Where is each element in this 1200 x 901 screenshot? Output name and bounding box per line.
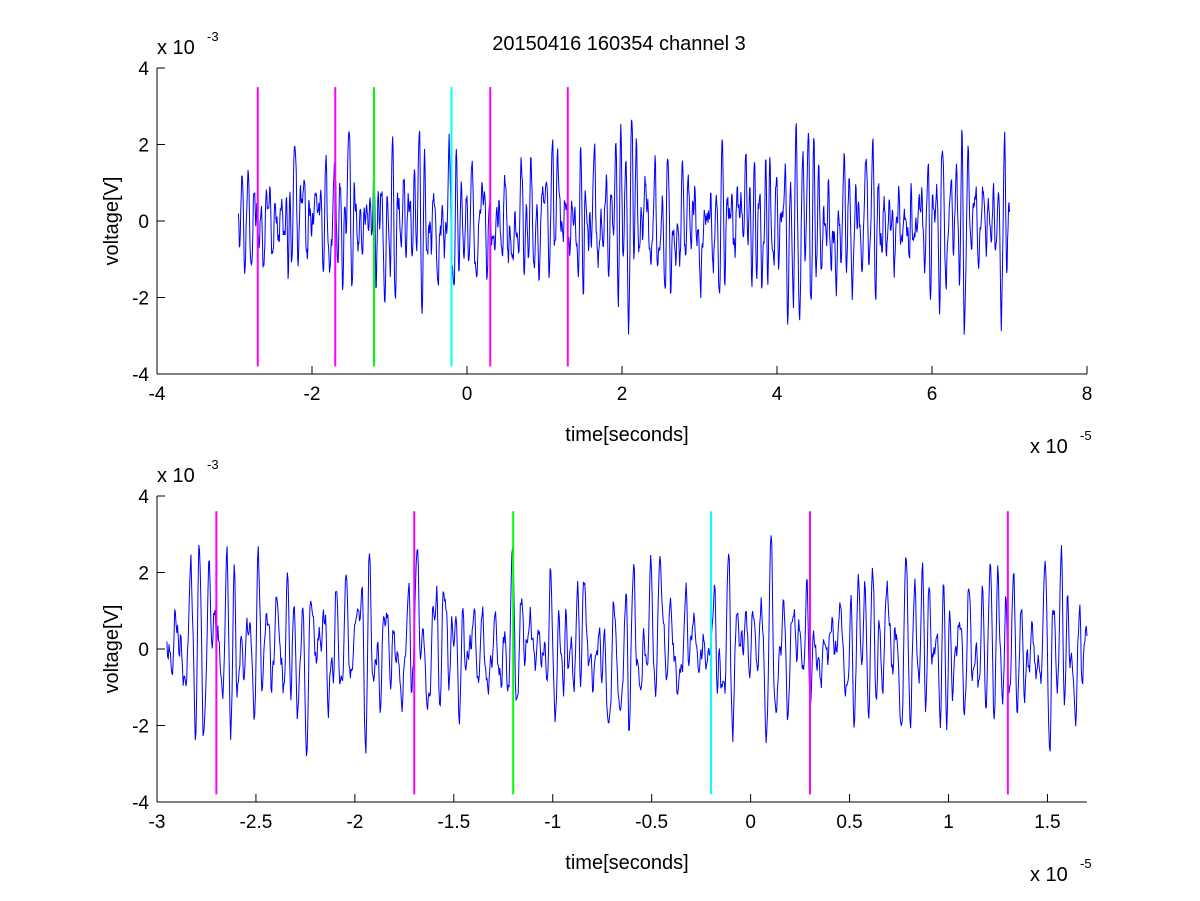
x-tick-label: -3 xyxy=(149,812,166,833)
y-exponent-power: -3 xyxy=(207,457,219,472)
y-tick-label: 0 xyxy=(138,640,149,661)
x-tick-label: -4 xyxy=(149,384,166,405)
top-plot: -4 -2 0 2 4 6 8 -4 -2 0 2 4 time[seconds] voltage[V] x… xyxy=(101,29,1092,458)
x-tick-label: 0 xyxy=(462,384,473,405)
x-tick-label: -2 xyxy=(304,384,321,405)
signal-trace xyxy=(166,535,1088,757)
x-tick-label: 8 xyxy=(1082,384,1093,405)
y-tick-label: -4 xyxy=(132,793,149,814)
signal-trace xyxy=(237,119,1010,335)
x-tick-label: 2 xyxy=(617,384,628,405)
x-tick-label: -0.5 xyxy=(635,812,668,833)
y-axis-label: voltage[V] xyxy=(101,177,123,266)
y-tick-label: -2 xyxy=(132,289,149,310)
x-tick-label: 4 xyxy=(772,384,783,405)
x-tick-label: -1 xyxy=(544,812,561,833)
x-tick-label: -1.5 xyxy=(437,812,470,833)
y-exponent-label: x 10 xyxy=(157,37,195,59)
x-exponent-power: -5 xyxy=(1080,856,1092,871)
x-axis-label: time[seconds] xyxy=(565,852,688,874)
y-tick-label: -2 xyxy=(132,717,149,738)
y-tick-label: 4 xyxy=(138,487,149,508)
y-axis-label: voltage[V] xyxy=(101,605,123,694)
figure-title: 20150416 160354 channel 3 xyxy=(492,33,746,55)
y-tick-label: -4 xyxy=(132,365,149,386)
x-exponent-label: x 10 xyxy=(1030,436,1068,458)
x-exponent-power: -5 xyxy=(1080,428,1092,443)
x-tick-label: 1 xyxy=(943,812,954,833)
x-tick-label: -2 xyxy=(346,812,363,833)
y-tick-label: 2 xyxy=(138,136,149,157)
y-tick-label: 2 xyxy=(138,564,149,585)
x-tick-label: -2.5 xyxy=(240,812,273,833)
x-exponent-label: x 10 xyxy=(1030,864,1068,886)
y-exponent-power: -3 xyxy=(207,29,219,44)
x-axis-label: time[seconds] xyxy=(565,424,688,446)
x-tick-label: 0 xyxy=(745,812,756,833)
y-tick-label: 4 xyxy=(138,59,149,80)
y-tick-label: 0 xyxy=(138,212,149,233)
x-tick-label: 0.5 xyxy=(836,812,862,833)
y-exponent-label: x 10 xyxy=(157,465,195,487)
bottom-plot: -3 -2.5 -2 -1.5 -1 -0.5 0 0.5 1 1.5 -4 -2 0 2 4 time[se… xyxy=(101,457,1092,886)
x-tick-label: 6 xyxy=(927,384,938,405)
x-tick-label: 1.5 xyxy=(1034,812,1060,833)
